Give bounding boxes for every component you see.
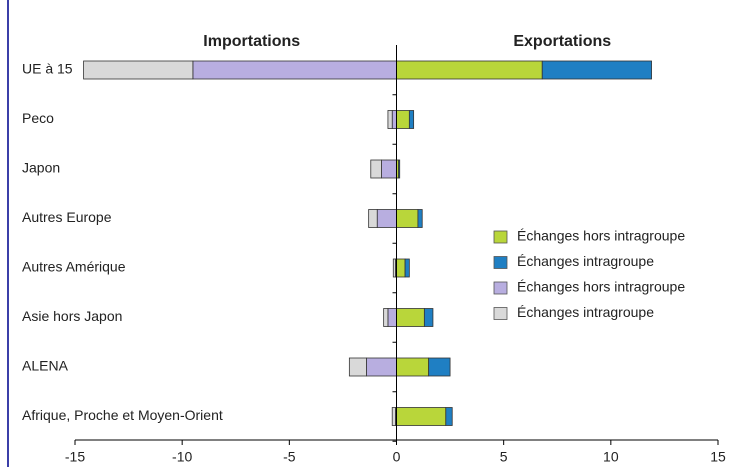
x-tick-label: 5 <box>500 449 508 465</box>
bar-segment <box>391 110 397 129</box>
bar-segment <box>396 60 543 80</box>
bar-segment <box>348 357 367 377</box>
bar-segment <box>445 407 453 426</box>
bar-segment <box>396 258 406 278</box>
bar-segment <box>396 357 430 377</box>
bar-segment <box>396 308 425 327</box>
bar-segment <box>376 209 397 228</box>
bar-segment <box>392 258 396 278</box>
category-label: ALENA <box>22 358 69 374</box>
category-label: Japon <box>22 160 60 176</box>
legend-label: Échanges hors intragroupe <box>517 228 685 244</box>
category-label: Peco <box>22 110 54 126</box>
bar-segment <box>387 308 397 327</box>
side-header: Importations <box>203 33 300 50</box>
x-tick-label: 15 <box>710 449 726 465</box>
x-tick-label: 0 <box>393 449 401 465</box>
bar-segment <box>391 407 396 426</box>
category-label: UE à 15 <box>22 61 73 77</box>
bar-segment <box>370 159 382 179</box>
bar-segment <box>368 209 378 228</box>
bar-segment <box>396 407 447 426</box>
bar-segment <box>396 110 410 129</box>
category-label: Autres Europe <box>22 209 112 225</box>
bar-segment <box>192 60 397 80</box>
bar-segment <box>428 357 451 377</box>
category-label: Asie hors Japon <box>22 308 122 324</box>
x-tick-label: -10 <box>172 449 192 465</box>
legend-swatch <box>493 307 508 320</box>
bar-segment <box>83 60 194 80</box>
bar-segment <box>404 258 410 278</box>
bar-segment <box>381 159 397 179</box>
legend-label: Échanges hors intragroupe <box>517 279 685 295</box>
bar-segment <box>423 308 434 327</box>
x-tick-label: -15 <box>65 449 85 465</box>
x-tick-label: 10 <box>603 449 619 465</box>
legend-swatch <box>493 281 508 295</box>
bar-segment <box>383 308 389 327</box>
bar-segment <box>408 110 415 129</box>
bar-segment <box>398 159 401 179</box>
legend-label: Échanges intragroupe <box>517 253 654 269</box>
legend-swatch <box>493 230 508 244</box>
legend-label: Échanges intragroupe <box>517 304 654 320</box>
side-header: Exportations <box>513 33 611 50</box>
bar-segment <box>366 357 397 377</box>
legend-swatch <box>493 256 508 269</box>
bar-segment <box>396 209 419 228</box>
bar-segment <box>417 209 423 228</box>
x-tick-label: -5 <box>283 449 296 465</box>
bar-segment <box>541 60 652 80</box>
category-label: Autres Amérique <box>22 259 126 275</box>
bar-segment <box>387 110 393 129</box>
category-label: Afrique, Proche et Moyen-Orient <box>22 407 223 423</box>
